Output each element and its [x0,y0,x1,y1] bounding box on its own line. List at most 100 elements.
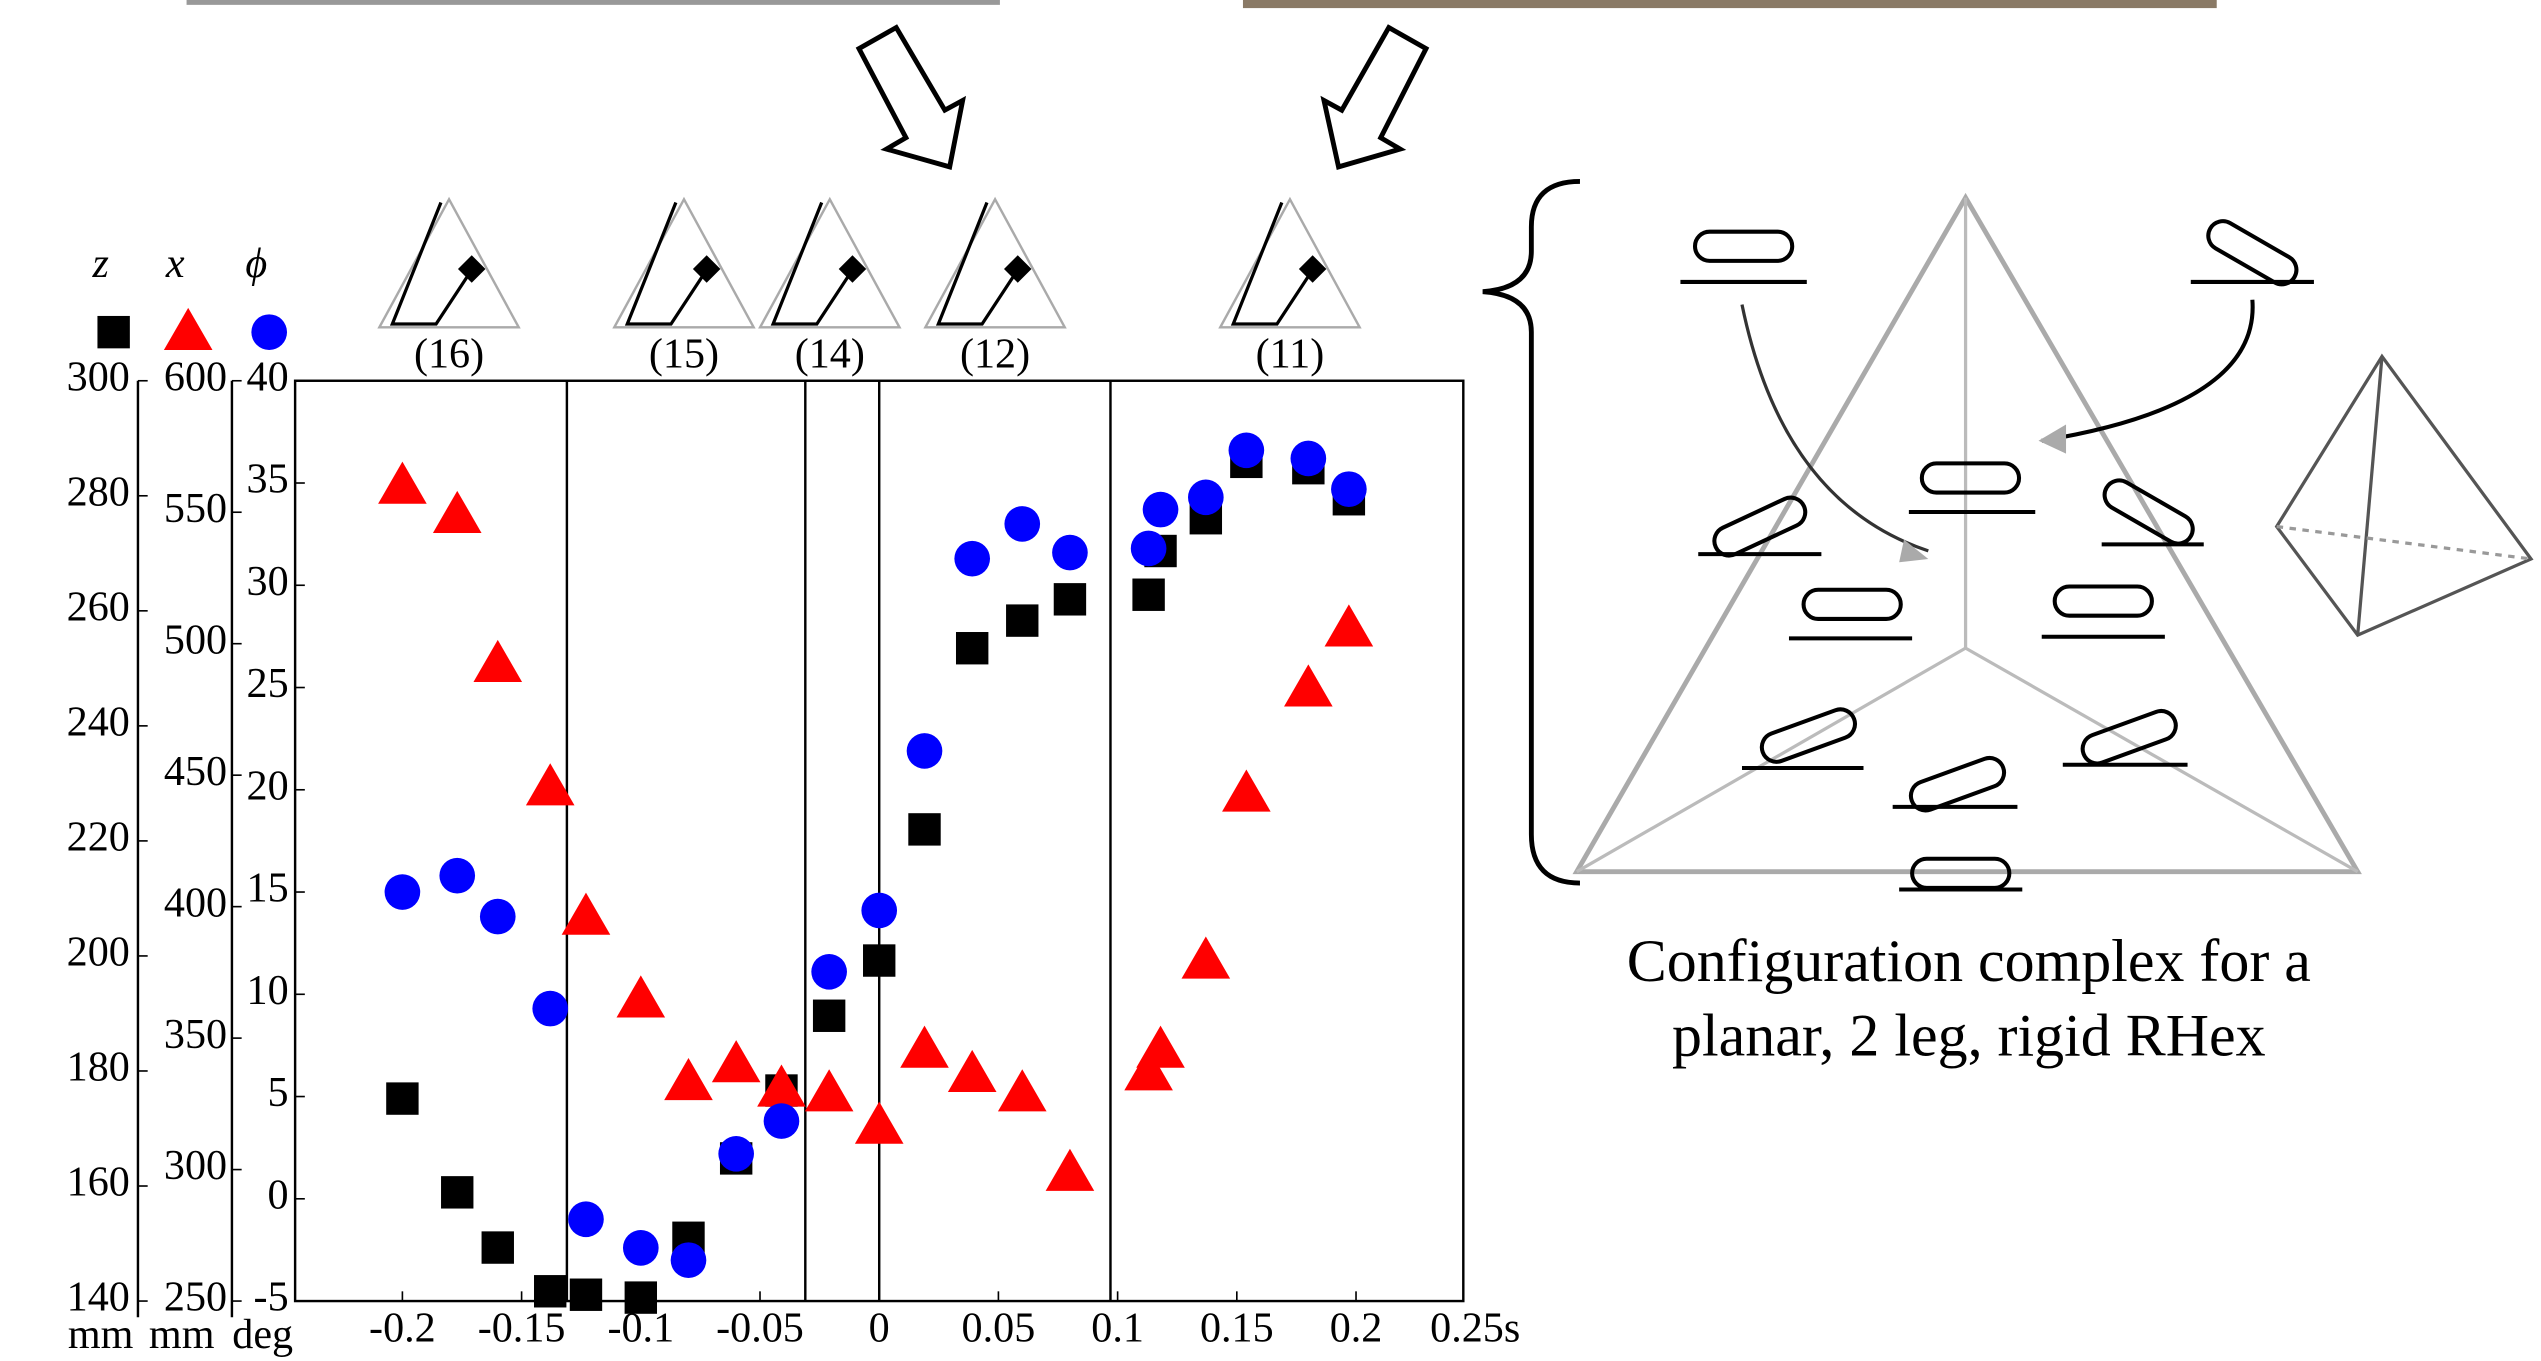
marker-circle [1052,535,1088,571]
legend-symbol: x [165,240,185,287]
marker-square [441,1176,473,1208]
arrows [859,28,1426,167]
phase-label: (11) [1256,331,1325,378]
x-tick-label: -0.05 [716,1305,804,1352]
photo-strip [187,0,1000,5]
marker-square [908,813,940,845]
marker-circle [671,1242,707,1278]
marker-circle [568,1201,604,1237]
caption-line: planar, 2 leg, rigid RHex [1672,1003,2266,1069]
phase-label: (14) [795,331,865,378]
y-tick-label: 300 [67,353,130,400]
marker-circle [480,899,516,935]
marker-circle [532,991,568,1027]
x-tick-label: 0.25s [1430,1305,1520,1352]
marker-circle [907,733,943,769]
marker-triangle [378,462,427,504]
marker-square [386,1082,418,1114]
marker-circle [861,893,897,929]
marker-square [813,1000,845,1032]
marker-triangle [712,1040,761,1082]
page: Configuration complex for a planar, 2 le… [0,0,2541,1361]
y-tick-label: 35 [247,456,289,503]
marker-circle [439,858,475,894]
marker-square [956,632,988,664]
marker-circle [385,874,421,910]
marker-triangle [1136,1026,1185,1068]
x-tick-label: 0.15 [1200,1305,1274,1352]
x-tick-label: 0.1 [1091,1305,1144,1352]
y-tick-label: 500 [164,616,227,663]
marker-circle [1131,531,1167,567]
y-tick-label: 240 [67,699,130,746]
x-tick-label: 0 [869,1305,890,1352]
marker-triangle [805,1069,854,1111]
y-tick-label: 25 [247,660,289,707]
legend-square [97,316,129,348]
y-tick-label: 220 [67,814,130,861]
phase-label: (15) [649,331,719,378]
marker-triangle [1325,604,1374,646]
x-tick-label: -0.2 [369,1305,436,1352]
figure: Configuration complex for a planar, 2 le… [0,0,2541,1361]
x-tick-label: 0.05 [962,1305,1036,1352]
legend-circle [251,314,287,350]
y-tick-label: 260 [67,584,130,631]
y-tick-label: 600 [164,353,227,400]
y-tick-label: 400 [164,879,227,926]
marker-triangle [617,975,666,1017]
marker-circle [1004,506,1040,542]
x-tick-label: 0.2 [1330,1305,1383,1352]
y-tick-label: 10 [247,967,289,1014]
y-tick-label: 20 [247,762,289,809]
axis-unit: mm [149,1311,215,1358]
marker-square [863,944,895,976]
legend-symbol: ϕ [245,240,267,287]
y-tick-label: 300 [164,1142,227,1189]
y-tick-label: 280 [67,468,130,515]
marker-triangle [855,1102,904,1144]
marker-triangle [1222,770,1271,812]
phase-label: (12) [960,331,1030,378]
legend-triangle [164,308,213,350]
marker-triangle [948,1050,997,1092]
x-tick-label: -0.15 [478,1305,566,1352]
marker-circle [954,541,990,577]
marker-square [482,1231,514,1263]
axis-unit: deg [232,1311,293,1358]
axis-unit: mm [68,1311,134,1358]
marker-square [534,1275,566,1307]
marker-square [570,1279,602,1311]
y-tick-label: 350 [164,1011,227,1058]
photo-strip [1243,0,2217,8]
marker-circle [1331,471,1367,507]
phase-label: (16) [414,331,484,378]
y-tick-label: 5 [268,1069,289,1116]
marker-circle [764,1103,800,1139]
marker-triangle [1046,1149,1095,1191]
y-tick-label: 0 [268,1171,289,1218]
marker-circle [811,954,847,990]
y-tick-label: 200 [67,929,130,976]
y-tick-label: 450 [164,748,227,795]
caption-line: Configuration complex for a [1627,928,2311,994]
marker-triangle [433,491,482,533]
y-tick-label: 40 [247,353,289,400]
y-tick-label: 180 [67,1044,130,1091]
marker-triangle [998,1069,1047,1111]
marker-circle [623,1230,659,1266]
marker-circle [718,1136,754,1172]
marker-triangle [757,1065,806,1107]
marker-square [1054,583,1086,615]
marker-circle [1143,492,1179,528]
marker-triangle [562,893,611,935]
y-tick-label: 160 [67,1159,130,1206]
config-complex [1483,181,2531,889]
marker-triangle [900,1026,949,1068]
y-tick-label: 30 [247,558,289,605]
marker-triangle [1284,664,1333,706]
legend-symbol: z [91,240,108,287]
marker-circle [1188,480,1224,516]
marker-square [1132,579,1164,611]
marker-triangle [664,1058,713,1100]
